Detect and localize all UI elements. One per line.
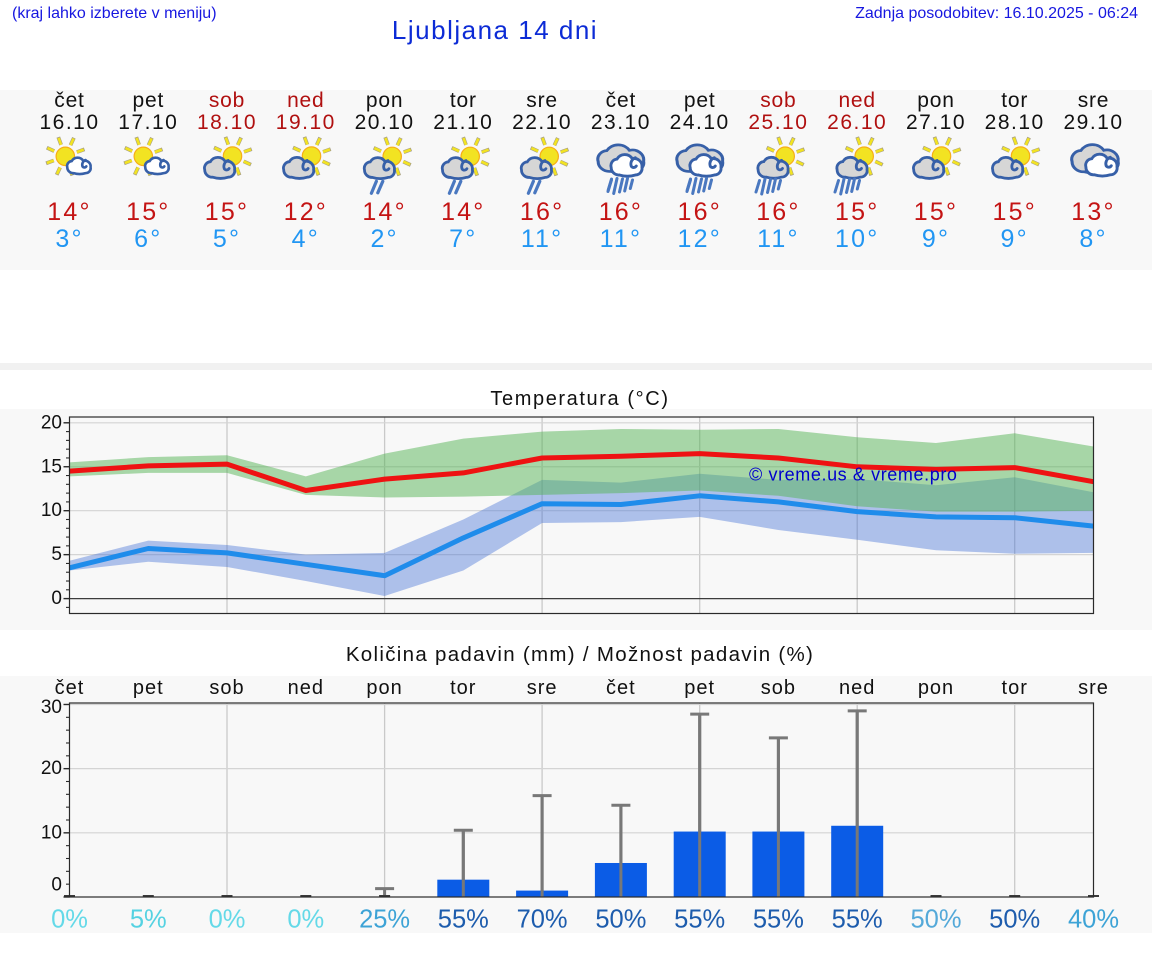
svg-text:55%: 55%: [438, 905, 489, 933]
svg-text:0: 0: [51, 874, 62, 895]
svg-text:pet: pet: [684, 677, 715, 699]
svg-text:5%: 5%: [130, 905, 167, 933]
svg-text:30: 30: [41, 696, 62, 717]
svg-text:40%: 40%: [1068, 905, 1119, 933]
svg-text:10: 10: [41, 822, 62, 843]
svg-text:70%: 70%: [517, 905, 568, 933]
svg-text:tor: tor: [450, 677, 476, 699]
svg-text:55%: 55%: [832, 905, 883, 933]
svg-text:0%: 0%: [51, 905, 88, 933]
svg-text:pon: pon: [366, 677, 402, 699]
svg-text:5: 5: [51, 544, 62, 565]
svg-text:ned: ned: [288, 677, 324, 699]
svg-text:50%: 50%: [989, 905, 1040, 933]
svg-text:55%: 55%: [674, 905, 725, 933]
svg-text:50%: 50%: [910, 905, 961, 933]
svg-text:20: 20: [41, 758, 62, 779]
svg-text:50%: 50%: [595, 905, 646, 933]
svg-text:tor: tor: [1002, 677, 1028, 699]
svg-text:0%: 0%: [209, 905, 246, 933]
svg-text:sob: sob: [209, 677, 244, 699]
svg-text:čet: čet: [55, 677, 85, 699]
svg-text:25%: 25%: [359, 905, 410, 933]
svg-text:ned: ned: [839, 677, 875, 699]
svg-text:0: 0: [51, 588, 62, 609]
svg-text:15: 15: [41, 456, 62, 477]
svg-text:pon: pon: [918, 677, 954, 699]
svg-text:čet: čet: [606, 677, 636, 699]
svg-text:0%: 0%: [287, 905, 324, 933]
svg-text:20: 20: [41, 412, 62, 433]
svg-text:sre: sre: [1078, 677, 1109, 699]
svg-text:sob: sob: [761, 677, 796, 699]
svg-text:© vreme.us & vreme.pro: © vreme.us & vreme.pro: [749, 465, 958, 485]
svg-text:pet: pet: [133, 677, 164, 699]
svg-text:55%: 55%: [753, 905, 804, 933]
svg-text:10: 10: [41, 500, 62, 521]
svg-text:sre: sre: [527, 677, 558, 699]
